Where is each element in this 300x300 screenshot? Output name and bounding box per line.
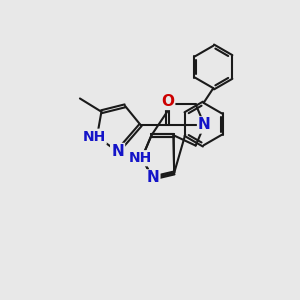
Text: NH: NH	[82, 130, 106, 144]
Text: N: N	[147, 170, 159, 185]
Text: NH: NH	[129, 151, 152, 165]
Text: N: N	[111, 144, 124, 159]
Text: N: N	[198, 118, 211, 133]
Text: O: O	[161, 94, 174, 109]
